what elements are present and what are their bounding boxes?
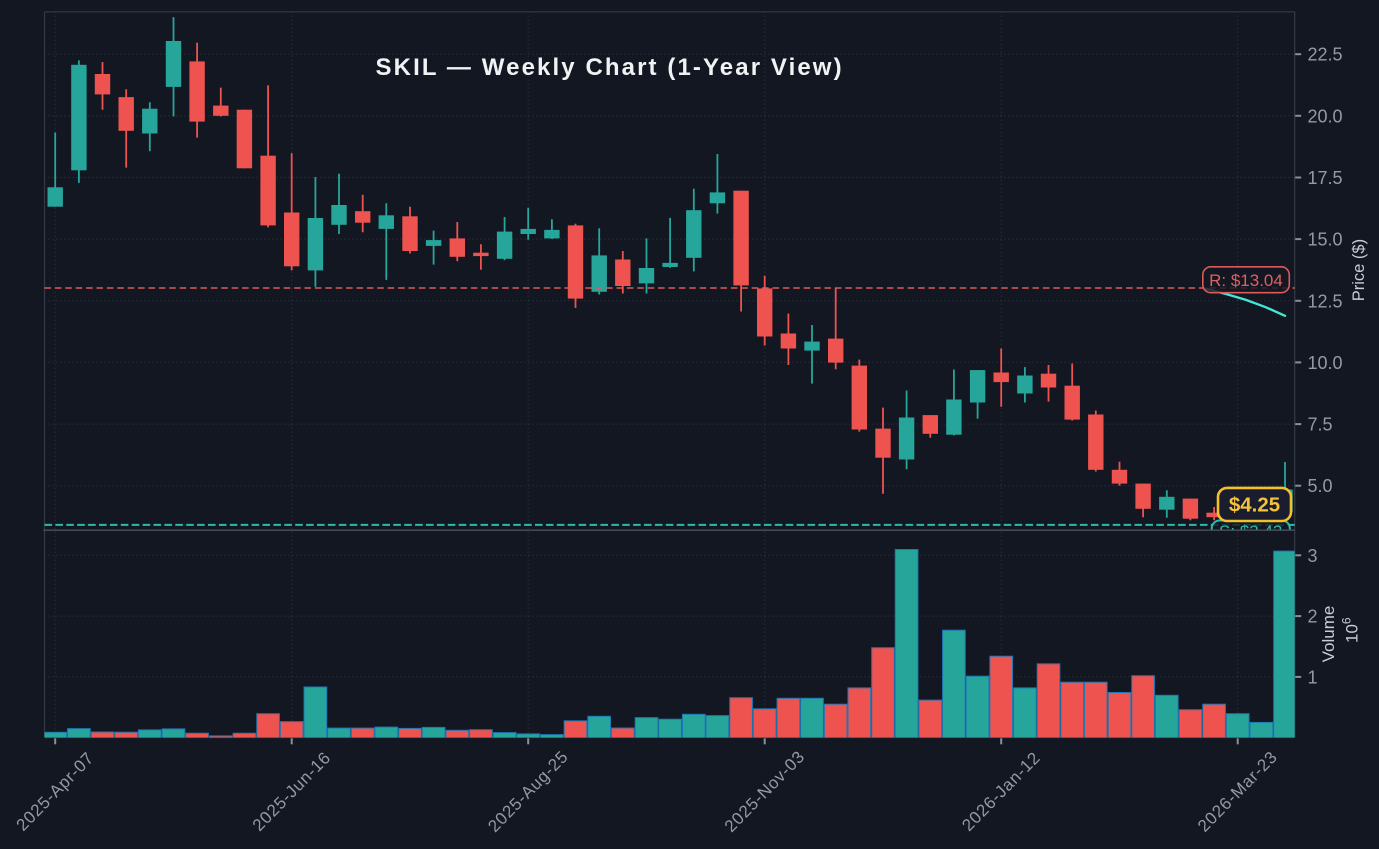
svg-text:12.5: 12.5 [1308,291,1343,311]
svg-text:10.0: 10.0 [1308,353,1343,373]
svg-text:3: 3 [1308,546,1318,566]
svg-text:15.0: 15.0 [1308,230,1343,250]
svg-text:Price ($): Price ($) [1350,239,1368,301]
svg-text:S: $3.43: S: $3.43 [1219,522,1282,541]
svg-text:7.5: 7.5 [1308,415,1333,435]
svg-text:1: 1 [1308,667,1318,687]
svg-text:22.5: 22.5 [1308,45,1343,65]
svg-text:5.0: 5.0 [1308,476,1333,496]
svg-text:Volume: Volume [1319,606,1338,663]
svg-text:20.0: 20.0 [1308,106,1343,126]
svg-text:SKIL — Weekly Chart (1-Year Vi: SKIL — Weekly Chart (1-Year View) [376,54,844,81]
svg-text:2: 2 [1308,607,1318,627]
svg-text:$4.25: $4.25 [1229,493,1280,516]
svg-text:17.5: 17.5 [1308,168,1343,188]
svg-text:R: $13.04: R: $13.04 [1209,271,1283,290]
